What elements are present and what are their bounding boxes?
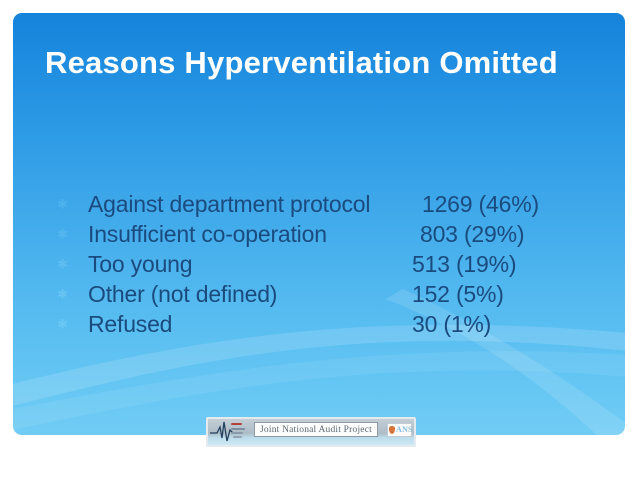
logo-tiny-text-mark <box>231 428 245 430</box>
slide-title: Reasons Hyperventilation Omitted <box>45 45 558 80</box>
list-item: ✱ Refused 30 (1%) <box>13 309 625 339</box>
reason-label: Other (not defined) <box>88 281 278 307</box>
reason-label: Too young <box>88 251 193 277</box>
joint-national-audit-project-banner: Joint National Audit Project ANS <box>206 417 416 447</box>
reason-label: Insufficient co-operation <box>88 221 327 247</box>
logo-tiny-text-mark <box>233 436 242 438</box>
crest-logo: ANS <box>387 423 413 437</box>
ecg-logo-icon <box>209 419 251 445</box>
banner-title: Joint National Audit Project <box>260 424 372 435</box>
reason-value: 513 (19%) <box>412 251 517 277</box>
asterisk-bullet-icon: ✱ <box>57 256 68 272</box>
reason-value: 1269 (46%) <box>422 191 539 217</box>
list-item: ✱ Too young 513 (19%) <box>13 249 625 279</box>
shield-icon <box>389 426 395 434</box>
asterisk-bullet-icon: ✱ <box>57 226 68 242</box>
banner-title-box: Joint National Audit Project <box>254 422 378 437</box>
asterisk-bullet-icon: ✱ <box>57 286 68 302</box>
slide-background: Reasons Hyperventilation Omitted ✱ Again… <box>13 13 625 435</box>
asterisk-bullet-icon: ✱ <box>57 316 68 332</box>
list-item: ✱ Insufficient co-operation 803 (29%) <box>13 219 625 249</box>
reason-value: 803 (29%) <box>420 221 525 247</box>
list-item: ✱ Against department protocol 1269 (46%) <box>13 189 625 219</box>
logo-tiny-text-mark <box>231 432 243 434</box>
reason-label: Against department protocol <box>88 191 371 217</box>
logo-tiny-text-mark <box>231 423 242 425</box>
asterisk-bullet-icon: ✱ <box>57 196 68 212</box>
list-item: ✱ Other (not defined) 152 (5%) <box>13 279 625 309</box>
reason-value: 152 (5%) <box>412 281 504 307</box>
reason-list: ✱ Against department protocol 1269 (46%)… <box>13 189 625 339</box>
crest-text: ANS <box>396 425 413 434</box>
reason-label: Refused <box>88 311 173 337</box>
reason-value: 30 (1%) <box>412 311 492 337</box>
